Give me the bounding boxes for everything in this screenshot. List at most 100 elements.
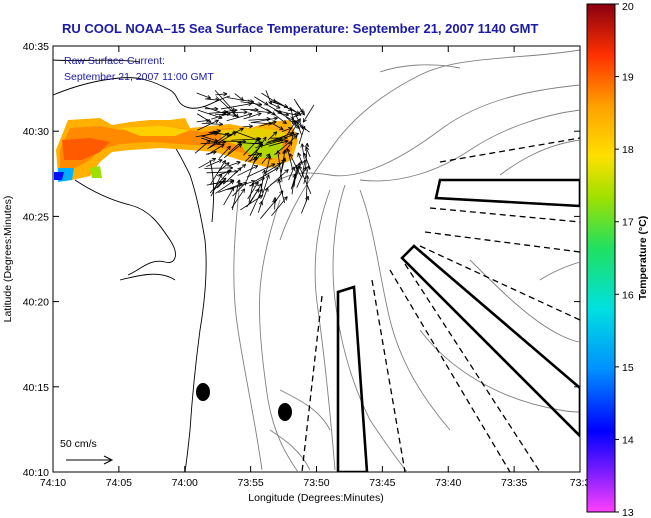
surface-current-vectors	[194, 90, 315, 219]
colorbar-tick-label: 13	[622, 507, 634, 518]
current-note-line2: September 21, 2007 11:00 GMT	[64, 71, 214, 83]
current-vector	[243, 137, 261, 156]
current-vector	[204, 97, 220, 102]
current-vector	[206, 169, 239, 174]
colorbar-tick-label: 20	[622, 1, 634, 13]
current-vector	[210, 173, 223, 197]
current-vector	[304, 142, 310, 171]
current-vector	[301, 195, 310, 214]
dashed-lanes	[301, 137, 580, 472]
current-vector	[250, 116, 278, 124]
current-vector	[220, 102, 253, 110]
colorbar	[586, 3, 616, 513]
scale-arrow	[66, 455, 114, 465]
current-vector	[206, 159, 223, 168]
current-vector	[209, 110, 229, 115]
current-vector	[288, 166, 295, 181]
current-vector	[293, 98, 305, 116]
current-vector	[240, 107, 259, 112]
map-area: Raw Surface Current: September 21, 2007 …	[53, 49, 580, 472]
current-vector	[218, 145, 231, 159]
current-vector	[198, 158, 217, 169]
current-vector	[194, 139, 211, 154]
x-tick-label: 73:55	[237, 477, 263, 489]
current-vector	[201, 122, 223, 127]
current-vector	[208, 129, 221, 134]
current-vector	[223, 167, 242, 185]
current-vector	[272, 197, 278, 210]
x-tick-label: 74:10	[40, 477, 66, 489]
current-vector	[265, 90, 273, 105]
current-vector	[267, 131, 278, 141]
sst-patch	[54, 118, 298, 182]
current-vector	[269, 121, 284, 130]
colorbar-tick-label: 18	[622, 144, 634, 156]
current-vector	[276, 150, 283, 182]
current-vector	[279, 149, 287, 181]
current-vector	[266, 108, 287, 124]
current-vector	[247, 181, 259, 200]
x-axis-label: Longitude (Degrees:Minutes)	[248, 492, 383, 504]
colorbar-tick-label: 19	[622, 72, 634, 84]
current-vector	[254, 167, 279, 182]
y-tick-label: 40:15	[23, 382, 49, 394]
marker-dot	[278, 403, 292, 421]
outlined-lanes	[336, 178, 580, 472]
current-vector	[277, 179, 285, 204]
x-tick-label: 73:40	[435, 477, 461, 489]
current-vector	[210, 131, 232, 138]
current-vector	[246, 163, 276, 178]
current-vector	[201, 137, 221, 146]
current-vector	[196, 113, 212, 123]
current-vector	[277, 112, 290, 117]
bathymetry-contours	[233, 49, 580, 472]
current-vector	[215, 112, 237, 118]
y-tick-label: 40:35	[23, 41, 49, 53]
current-vector	[237, 141, 263, 146]
current-vector	[268, 139, 289, 147]
current-vector	[249, 136, 267, 163]
current-vector	[257, 200, 263, 213]
marker-dot	[196, 383, 210, 401]
colorbar-tick-label: 14	[622, 434, 634, 446]
current-vector	[242, 124, 253, 129]
x-tick-label: 73:45	[369, 477, 395, 489]
map-title: RU COOL NOAA–15 Sea Surface Temperature:…	[62, 21, 538, 36]
current-vector	[248, 152, 260, 157]
current-vector	[286, 121, 296, 136]
colorbar-tick-label: 17	[622, 217, 634, 229]
y-axis-label: Latitude (Degrees:Minutes)	[2, 196, 14, 323]
current-vector	[250, 109, 272, 115]
colorbar-tick-label: 16	[622, 289, 634, 301]
current-vector	[290, 118, 301, 135]
current-vector	[197, 109, 223, 120]
x-tick-label: 73:50	[303, 477, 329, 489]
current-vector	[216, 180, 225, 189]
x-tick-label: 73:35	[501, 477, 527, 489]
y-tick-label: 40:10	[23, 467, 49, 479]
current-vector	[286, 148, 294, 170]
current-vector	[276, 102, 300, 115]
colorbar-ticks: 20 19 18 17 16 15 14 13	[615, 1, 634, 518]
y-tick-label: 40:20	[23, 297, 49, 309]
current-vector	[249, 188, 263, 216]
current-vector	[232, 181, 247, 197]
current-vector	[196, 92, 212, 100]
current-vector	[226, 112, 253, 122]
current-vector	[298, 126, 306, 144]
current-vector	[300, 143, 305, 160]
current-vector	[246, 188, 260, 208]
current-vector	[261, 174, 270, 197]
current-vector	[289, 153, 302, 177]
current-vector	[248, 182, 255, 203]
current-vector	[219, 162, 230, 171]
current-vector	[204, 165, 234, 171]
x-tick-label: 74:00	[172, 477, 198, 489]
current-vector	[237, 165, 259, 176]
current-vector	[270, 135, 288, 141]
current-vector	[215, 180, 235, 194]
current-vector	[271, 196, 288, 217]
current-vector	[264, 169, 289, 191]
current-vector	[243, 112, 262, 120]
